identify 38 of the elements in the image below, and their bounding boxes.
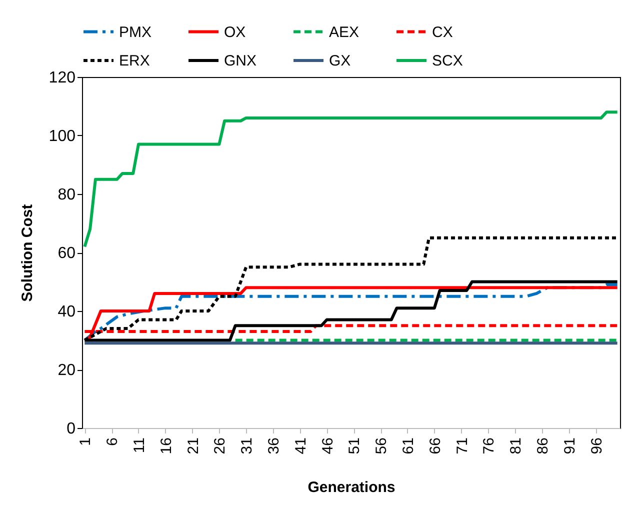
x-tick-label: 51: [346, 438, 364, 454]
x-tick-label: 31: [238, 438, 256, 454]
x-tick-label: 21: [184, 438, 202, 454]
x-tick-label: 81: [508, 438, 525, 454]
legend-label: PMX: [119, 24, 152, 41]
x-tick-label: 61: [400, 438, 417, 454]
x-tick-label: 96: [588, 438, 606, 454]
x-tick-label: 36: [265, 438, 282, 454]
y-tick-label: 120: [48, 70, 76, 86]
line-series: [83, 110, 619, 248]
x-tick-label: 11: [130, 438, 148, 454]
x-tick-label: 66: [426, 438, 444, 454]
legend-label: GNX: [224, 52, 257, 70]
y-tick-label: 80: [58, 186, 76, 204]
x-tick-label: 41: [292, 438, 310, 454]
legend-label: CX: [432, 24, 453, 41]
y-tick-label: 40: [58, 304, 76, 320]
x-tick-label: 76: [480, 438, 498, 454]
x-tick-label: 91: [561, 438, 578, 454]
legend-label: OX: [224, 24, 246, 41]
x-tick-label: 1: [77, 438, 94, 446]
legend-label: AEX: [329, 24, 360, 41]
x-tick-label: 26: [212, 438, 229, 454]
x-tick-label: 56: [373, 438, 390, 454]
y-tick-label: 100: [48, 128, 76, 145]
x-tick-label: 46: [319, 438, 336, 454]
x-tick-label: 6: [104, 438, 122, 446]
x-tick-label: 71: [454, 438, 471, 454]
legend-label: GX: [329, 52, 351, 70]
legend-label: ERX: [119, 52, 150, 70]
x-tick-label: 86: [534, 438, 552, 454]
y-tick-label: 20: [58, 362, 76, 379]
legend-label: SCX: [432, 52, 463, 70]
y-tick-label: 0: [66, 420, 76, 438]
x-tick-label: 16: [158, 438, 175, 454]
x-axis-title: Generations: [308, 479, 396, 496]
y-axis-title: Solution Cost: [18, 204, 36, 302]
y-tick-label: 60: [58, 245, 76, 262]
